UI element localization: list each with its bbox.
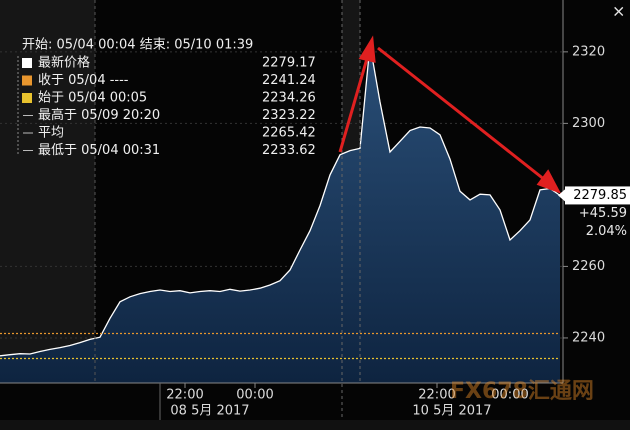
- change-pct: 2.04%: [586, 224, 627, 239]
- last-price-pointer: [558, 189, 565, 202]
- x-date-label: 10 5月 2017: [412, 404, 491, 419]
- legend-value: 2265.42: [262, 126, 316, 141]
- session-shade: [0, 0, 95, 383]
- area: [0, 44, 560, 383]
- change: +45.59: [579, 206, 627, 221]
- legend-value: 2234.26: [262, 91, 316, 106]
- legend-label: 收于 05/04 ----: [38, 73, 129, 88]
- legend-label: 始于 05/04 00:05: [38, 91, 147, 106]
- x-tick-label: 00:00: [236, 388, 273, 403]
- footer-strip: [0, 420, 630, 430]
- legend-swatch: [22, 58, 32, 68]
- x-date-label: 08 5月 2017: [170, 404, 249, 419]
- line: [0, 44, 561, 357]
- legend-swatch: [22, 93, 32, 103]
- x-tick-label: 22:00: [166, 388, 203, 403]
- legend-value: 2241.24: [262, 73, 316, 88]
- last-price-box: [565, 186, 630, 205]
- legend-value: 2233.62: [262, 143, 316, 158]
- legend-label: 最低于 05/04 00:31: [38, 143, 160, 158]
- y-tick-label: 2300: [572, 116, 605, 131]
- close-icon[interactable]: ×: [612, 2, 625, 21]
- last-price: 2279.85: [573, 188, 627, 203]
- x-tick-label: 22:00: [418, 388, 455, 403]
- watermark: FX678汇通网: [450, 379, 594, 404]
- legend-value: 2279.17: [262, 56, 316, 71]
- x-tick-label: 00:00: [491, 388, 528, 403]
- legend-label: 最高于 05/09 20:20: [38, 107, 160, 123]
- legend-label: 最新价格: [38, 55, 90, 71]
- legend-header: 开始: 05/04 00:04 结束: 05/10 01:39: [22, 38, 253, 53]
- y-tick-label: 2240: [572, 330, 605, 345]
- legend-value: 2323.22: [262, 108, 316, 123]
- y-tick-label: 2320: [572, 44, 605, 59]
- legend-swatch: [22, 75, 32, 86]
- legend-label: 平均: [38, 126, 64, 141]
- arrows: [338, 35, 562, 194]
- y-tick-label: 2260: [572, 259, 605, 274]
